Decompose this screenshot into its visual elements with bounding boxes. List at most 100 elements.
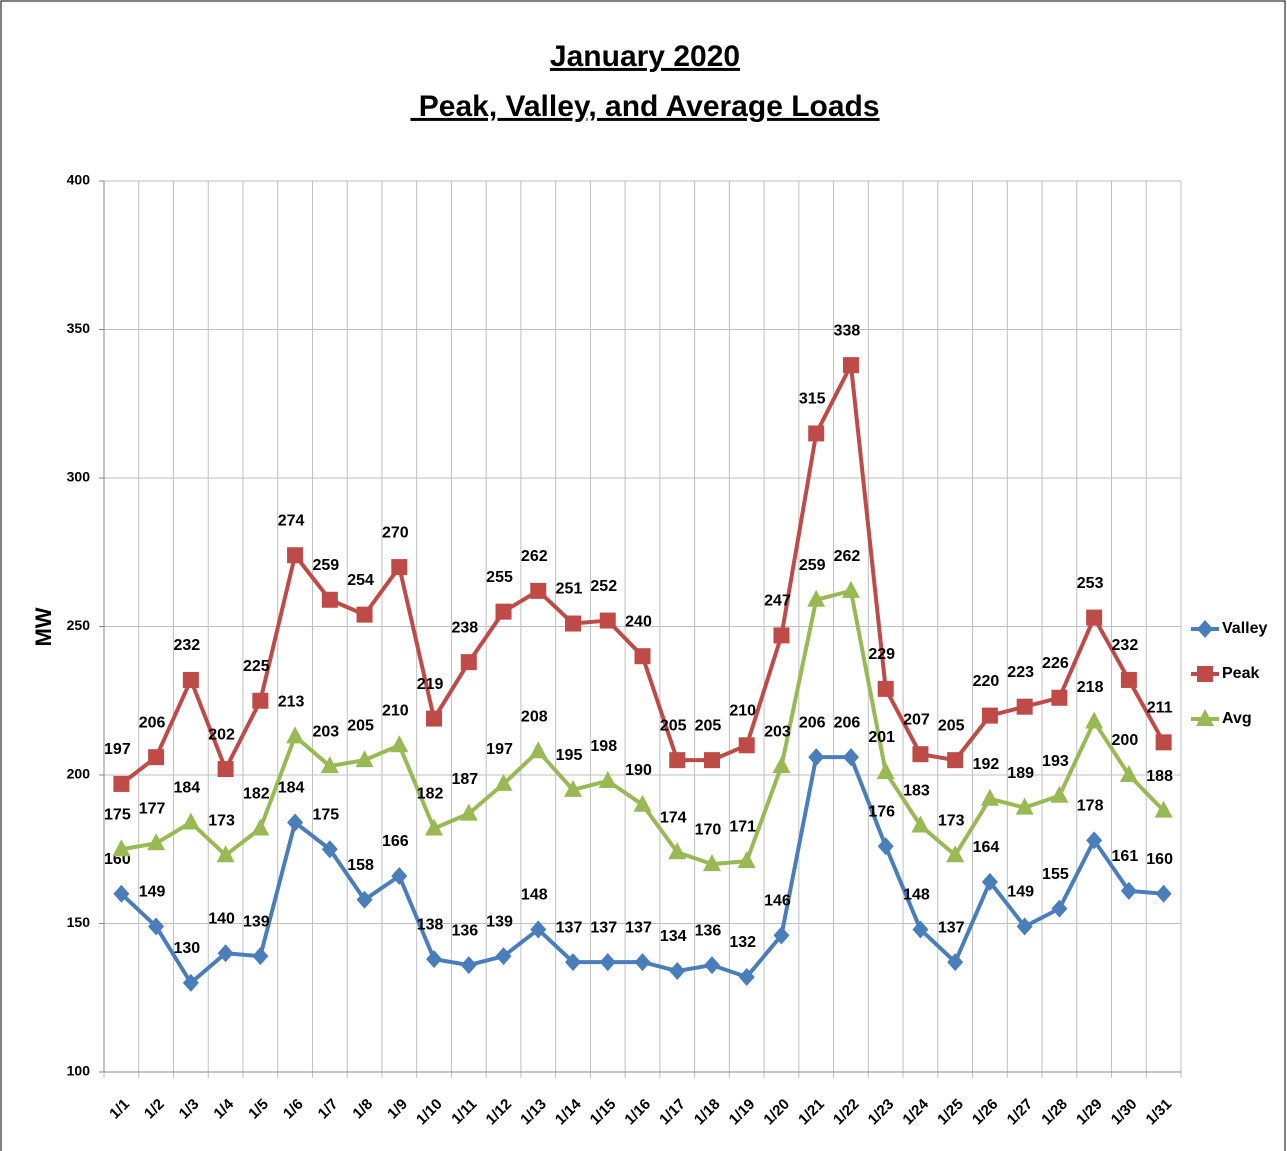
data-label: 184 — [174, 780, 201, 797]
data-label: 259 — [799, 557, 826, 574]
data-label: 197 — [486, 741, 513, 758]
data-label: 240 — [625, 613, 652, 630]
data-label: 255 — [486, 569, 513, 586]
data-label: 175 — [312, 806, 339, 823]
marker-triangle — [1119, 765, 1138, 782]
marker-square — [669, 752, 686, 769]
data-label: 137 — [590, 919, 617, 936]
data-label: 182 — [243, 786, 270, 803]
marker-diamond — [113, 884, 130, 903]
data-label: 176 — [868, 803, 895, 820]
marker-square — [1086, 609, 1103, 626]
marker-diamond — [530, 920, 547, 939]
marker-diamond — [808, 748, 825, 767]
y-tick-label: 350 — [67, 320, 91, 336]
marker-triangle — [425, 818, 444, 836]
marker-triangle — [807, 589, 826, 607]
data-label: 205 — [938, 717, 965, 734]
legend-label: Peak — [1222, 665, 1259, 682]
marker-diamond — [738, 967, 755, 986]
chart-title: January 2020 — [550, 40, 740, 73]
data-label: 136 — [451, 922, 478, 939]
marker-square — [356, 606, 373, 623]
marker-triangle — [1196, 709, 1214, 726]
marker-diamond — [703, 956, 720, 975]
data-label: 247 — [764, 593, 791, 610]
marker-square — [981, 707, 998, 724]
data-label: 170 — [695, 821, 722, 838]
data-label: 171 — [729, 818, 756, 835]
data-label: 219 — [417, 676, 444, 693]
marker-diamond — [460, 956, 477, 975]
data-label: 259 — [312, 557, 339, 574]
data-label: 130 — [174, 940, 201, 957]
data-label: 138 — [417, 916, 444, 933]
marker-triangle — [702, 854, 721, 872]
data-label: 254 — [347, 572, 374, 589]
data-label: 210 — [382, 703, 409, 720]
marker-diamond — [426, 950, 443, 969]
marker-diamond — [182, 973, 199, 992]
legend-label: Avg — [1222, 710, 1252, 727]
data-label: 166 — [382, 833, 409, 850]
marker-diamond — [148, 917, 165, 936]
data-label: 253 — [1077, 575, 1104, 592]
marker-triangle — [1015, 797, 1034, 815]
data-label: 218 — [1077, 679, 1104, 696]
data-label: 252 — [590, 578, 617, 595]
marker-triangle — [946, 845, 965, 863]
data-label: 232 — [174, 637, 201, 654]
data-label: 197 — [104, 741, 131, 758]
data-label: 203 — [312, 723, 339, 740]
marker-square — [148, 749, 165, 766]
data-label: 211 — [1147, 700, 1173, 717]
marker-square — [113, 775, 130, 792]
data-label: 202 — [208, 726, 235, 743]
data-label: 262 — [834, 548, 861, 565]
data-label: 132 — [729, 934, 756, 951]
marker-triangle — [911, 815, 930, 833]
data-label: 155 — [1042, 866, 1069, 883]
marker-diamond — [1086, 831, 1103, 850]
data-label: 161 — [1112, 848, 1139, 865]
data-label: 205 — [695, 717, 722, 734]
data-label: 205 — [347, 717, 374, 734]
data-label: 225 — [243, 658, 270, 675]
data-label: 187 — [451, 771, 478, 788]
data-label: 137 — [556, 919, 583, 936]
data-label: 182 — [417, 786, 444, 803]
data-label: 146 — [764, 893, 791, 910]
data-label: 184 — [278, 780, 305, 797]
data-label: 137 — [625, 919, 652, 936]
marker-triangle — [876, 762, 895, 780]
marker-triangle — [181, 812, 200, 830]
data-label: 229 — [868, 646, 895, 663]
marker-square — [1120, 671, 1137, 688]
marker-triangle — [494, 773, 513, 791]
marker-triangle — [564, 779, 583, 797]
marker-diamond — [495, 947, 512, 966]
data-label: 137 — [938, 919, 965, 936]
marker-square — [1016, 698, 1033, 715]
y-tick-label: 100 — [67, 1063, 91, 1079]
chart-subtitle: Peak, Valley, and Average Loads — [410, 90, 879, 123]
marker-square — [1155, 734, 1172, 751]
data-label: 208 — [521, 708, 548, 725]
data-label: 188 — [1146, 768, 1173, 785]
marker-square — [252, 692, 269, 709]
marker-triangle — [598, 770, 617, 788]
marker-diamond — [1120, 881, 1137, 900]
marker-triangle — [772, 756, 791, 774]
data-label: 206 — [139, 714, 166, 731]
marker-diamond — [356, 890, 373, 909]
data-label: 195 — [556, 747, 583, 764]
data-label: 274 — [278, 512, 305, 529]
y-tick-label: 400 — [67, 172, 91, 188]
data-label: 315 — [799, 391, 826, 408]
marker-triangle — [1085, 711, 1104, 729]
marker-triangle — [147, 833, 166, 851]
marker-triangle — [459, 803, 478, 821]
data-label: 203 — [764, 723, 791, 740]
marker-square — [565, 615, 582, 632]
